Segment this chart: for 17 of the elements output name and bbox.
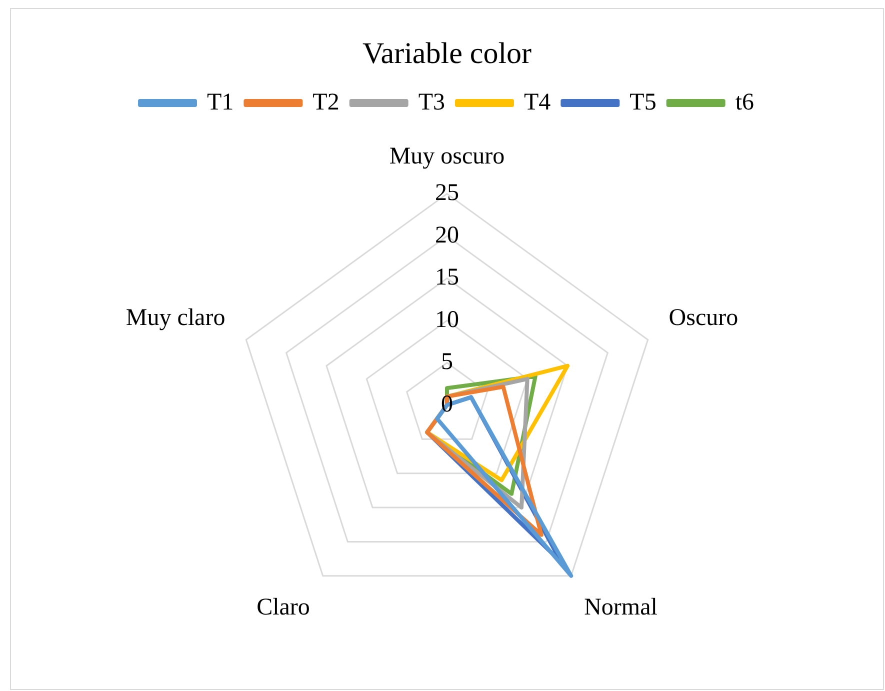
legend-label: T3 (418, 89, 446, 116)
chart-title: Variable color (362, 36, 532, 70)
spoke-label: Muy oscuro (389, 144, 505, 170)
spoke-label: Claro (256, 594, 310, 620)
legend-label: T5 (630, 89, 656, 116)
legend-label: T2 (312, 89, 340, 116)
legend-label: T4 (524, 89, 551, 116)
legend-label: t6 (735, 89, 754, 116)
spoke-label: Muy claro (126, 304, 226, 331)
legend-label: T1 (207, 89, 234, 116)
y-tick-label: 20 (435, 222, 459, 248)
spoke-label: Oscuro (668, 304, 738, 331)
y-tick-label: 25 (435, 180, 459, 206)
y-tick-label: 15 (435, 264, 459, 291)
y-tick-label: 10 (435, 306, 459, 333)
y-tick-label: 5 (441, 349, 453, 376)
spoke-label: Normal (584, 594, 658, 620)
